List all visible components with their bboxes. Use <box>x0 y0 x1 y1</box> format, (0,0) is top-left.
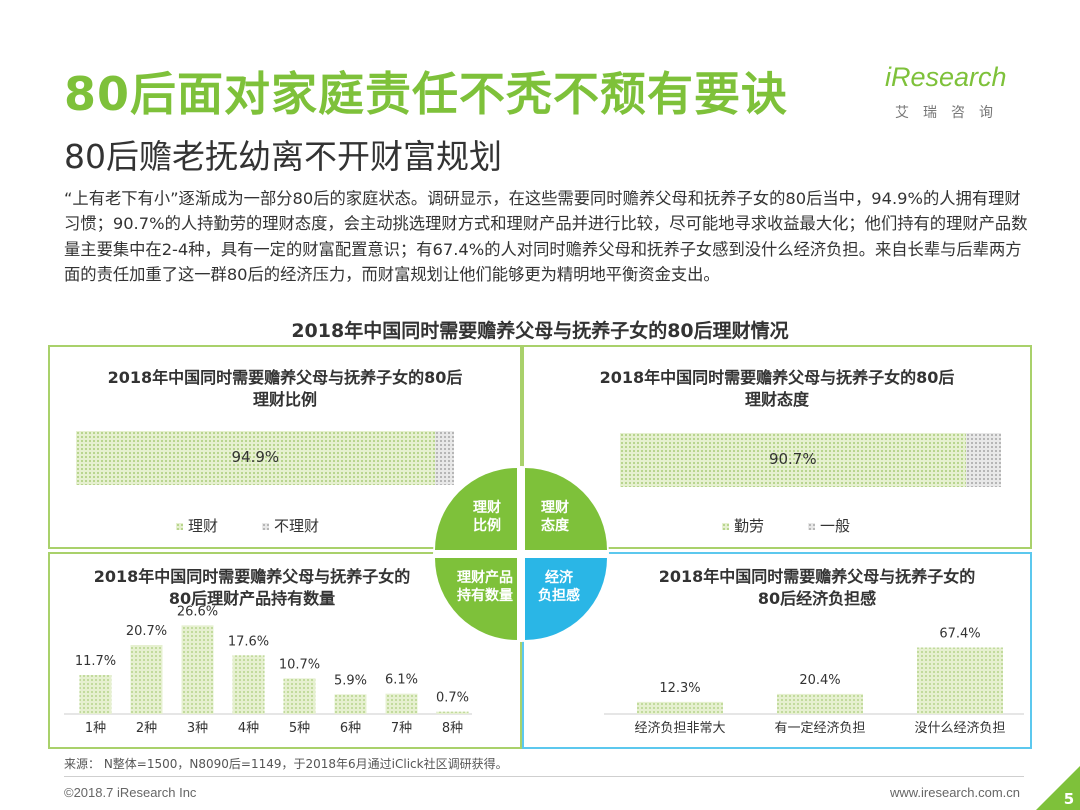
center-quadrant-circle: 理财 比例 理财 态度 理财产品 持有数量 经济 负担感 <box>433 466 609 642</box>
quadrant-label: 理财产品 <box>457 569 513 586</box>
footer-divider <box>64 776 1024 777</box>
legend-label: 理财 <box>188 517 219 535</box>
data-label: 12.3% <box>659 681 700 696</box>
category-label: 6种 <box>340 721 361 736</box>
bar <box>334 694 367 714</box>
section-title: 2018年中国同时需要赡养父母与抚养子女的80后理财情况 <box>291 320 789 342</box>
panel-title-line: 80后经济负担感 <box>757 589 877 608</box>
quadrant-label: 比例 <box>473 517 501 534</box>
website-link[interactable]: www.iresearch.com.cn <box>889 785 1020 800</box>
legend-swatch <box>808 523 816 530</box>
panel-finance-ratio: 2018年中国同时需要赡养父母与抚养子女的80后 理财比例 94.9% 理财 不理… <box>48 345 522 549</box>
panel-finance-attitude: 2018年中国同时需要赡养父母与抚养子女的80后 理财态度 90.7% 勤劳 一般 <box>522 345 1032 549</box>
bar <box>181 625 214 714</box>
category-label: 8种 <box>442 721 463 736</box>
data-label: 67.4% <box>939 627 980 642</box>
bar <box>917 647 1003 714</box>
data-label: 10.7% <box>279 657 320 672</box>
quadrant-tr <box>525 468 607 550</box>
logo-text-en: iResearch <box>885 62 1007 92</box>
quadrant-tl <box>435 468 517 550</box>
data-label: 6.1% <box>385 673 418 688</box>
quadrant-label: 持有数量 <box>457 587 513 604</box>
panel-title-line: 2018年中国同时需要赡养父母与抚养子女的 <box>93 567 411 586</box>
iresearch-logo: iResearch 艾瑞咨询 <box>885 62 1035 124</box>
bar <box>283 678 316 714</box>
category-label: 4种 <box>238 721 259 736</box>
data-label: 0.7% <box>436 691 469 706</box>
quadrant-label: 理财 <box>541 499 569 516</box>
panel-title-line: 理财比例 <box>252 390 317 409</box>
economic-burden-chart: 12.3% 经济负担非常大 20.4% 有一定经济负担 67.4% 没什么经济负担 <box>604 627 1024 736</box>
legend-item: 一般 <box>808 515 850 536</box>
data-label: 11.7% <box>75 654 116 669</box>
panel-title-line: 2018年中国同时需要赡养父母与抚养子女的80后 <box>107 368 463 387</box>
data-label: 17.6% <box>228 634 269 649</box>
data-label: 26.6% <box>177 604 218 619</box>
quadrant-label: 经济 <box>545 569 574 586</box>
panel-economic-burden: 2018年中国同时需要赡养父母与抚养子女的 80后经济负担感 12.3% 经济负担… <box>522 552 1032 749</box>
data-label: 20.7% <box>126 624 167 639</box>
bar <box>637 701 723 714</box>
logo-text-cn: 艾瑞咨询 <box>895 105 1007 121</box>
bar-segment <box>434 431 454 485</box>
bar <box>436 711 469 714</box>
finance-ratio-bar: 94.9% <box>76 431 454 485</box>
finance-attitude-bar: 90.7% <box>620 433 1001 487</box>
legend-label: 一般 <box>820 517 851 535</box>
intro-paragraph: “上有老下有小”逐渐成为一部分80后的家庭状态。调研显示，在这些需要同时赡养父母… <box>64 186 1028 288</box>
finance-attitude-legend: 勤劳 一般 <box>722 515 894 536</box>
main-title: 80后面对家庭责任不秃不颓有要诀 <box>64 67 789 121</box>
quadrant-label: 态度 <box>541 517 570 534</box>
page-number-badge: 5 <box>1036 766 1080 810</box>
legend-swatch <box>262 523 270 530</box>
legend-label: 勤劳 <box>734 517 765 535</box>
bar-segment <box>620 433 966 487</box>
bar <box>130 645 163 714</box>
legend-item: 不理财 <box>262 515 319 536</box>
quadrant-bl <box>435 558 517 640</box>
intro-text: “上有老下有小”逐渐成为一部分80后的家庭状态。调研显示，在这些需要同时赡养父母… <box>64 189 1028 285</box>
data-label: 5.9% <box>334 673 367 688</box>
bar-segment <box>76 431 435 485</box>
data-label: 20.4% <box>799 673 840 688</box>
bar-value-label: 90.7% <box>768 450 817 468</box>
quadrant-br <box>525 558 607 640</box>
category-label: 7种 <box>391 721 412 736</box>
panel-title-line: 2018年中国同时需要赡养父母与抚养子女的80后 <box>599 368 955 387</box>
legend-item: 理财 <box>176 515 218 536</box>
quadrant-label: 理财 <box>473 499 501 516</box>
copyright: ©2018.7 iResearch Inc <box>64 785 197 800</box>
bar <box>79 675 112 714</box>
bar-segment <box>965 433 1001 487</box>
category-label: 5种 <box>289 721 310 736</box>
quadrant-label: 负担感 <box>538 587 580 604</box>
legend-swatch <box>722 523 729 530</box>
finance-ratio-legend: 理财 不理财 <box>176 515 363 536</box>
bar <box>232 655 265 714</box>
sub-title: 80后赡老抚幼离不开财富规划 <box>64 137 502 176</box>
bar <box>385 693 418 714</box>
page-number: 5 <box>1064 790 1074 808</box>
panel-title-line: 80后理财产品持有数量 <box>168 589 336 608</box>
category-label: 2种 <box>136 721 157 736</box>
category-label: 有一定经济负担 <box>774 721 865 736</box>
source-note: 来源： N整体=1500，N8090后=1149，于2018年6月通过iClic… <box>64 757 508 771</box>
category-label: 3种 <box>187 721 208 736</box>
legend-item: 勤劳 <box>722 515 764 536</box>
category-label: 经济负担非常大 <box>634 721 725 736</box>
legend-swatch <box>176 523 183 530</box>
panel-title-line: 2018年中国同时需要赡养父母与抚养子女的 <box>658 567 976 586</box>
category-label: 没什么经济负担 <box>914 721 1005 736</box>
legend-label: 不理财 <box>274 517 320 535</box>
bar <box>777 693 863 714</box>
panel-title-line: 理财态度 <box>744 390 809 409</box>
product-count-chart: 11.7% 1种 20.7% 2种 26.6% 3种 17.6% 4种 10.7% 5种 5.9% 6… <box>64 604 472 736</box>
category-label: 1种 <box>85 721 106 736</box>
bar-value-label: 94.9% <box>231 448 280 466</box>
